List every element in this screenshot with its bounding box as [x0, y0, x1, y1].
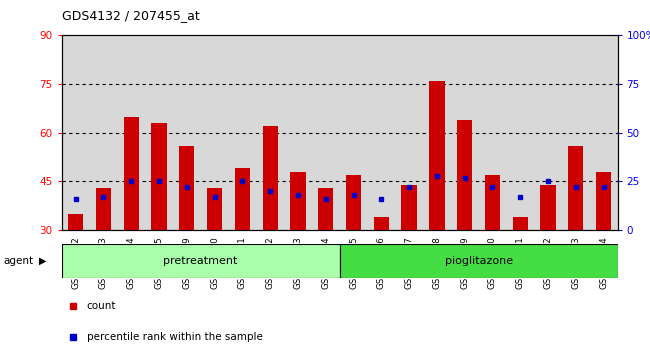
Text: agent: agent [3, 256, 33, 266]
Text: pretreatment: pretreatment [164, 256, 238, 266]
Text: count: count [86, 301, 116, 310]
Bar [513, 217, 528, 230]
Bar [263, 126, 278, 230]
Bar [346, 175, 361, 230]
Bar [151, 123, 166, 230]
Bar [124, 116, 139, 230]
Bar [207, 188, 222, 230]
Bar [540, 185, 556, 230]
Text: pioglitazone: pioglitazone [445, 256, 513, 266]
Bar [429, 81, 445, 230]
Text: GDS4132 / 207455_at: GDS4132 / 207455_at [62, 9, 200, 22]
Bar [568, 146, 584, 230]
Bar [374, 217, 389, 230]
Bar [68, 214, 83, 230]
Bar [235, 169, 250, 230]
Bar [96, 188, 111, 230]
Bar [402, 185, 417, 230]
Text: percentile rank within the sample: percentile rank within the sample [86, 332, 263, 342]
Text: ▶: ▶ [39, 256, 47, 266]
Bar [596, 172, 611, 230]
Bar [62, 244, 339, 278]
Bar [339, 244, 618, 278]
Bar [318, 188, 333, 230]
Bar [179, 146, 194, 230]
Bar [485, 175, 500, 230]
Bar [457, 120, 473, 230]
Bar [291, 172, 306, 230]
